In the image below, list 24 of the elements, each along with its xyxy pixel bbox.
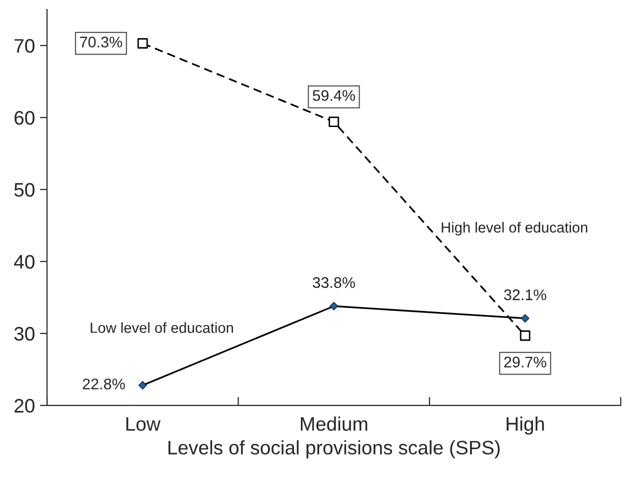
- y-tick-label: 20: [14, 398, 34, 413]
- y-tick-label: 30: [14, 326, 34, 341]
- y-tick-label: 70: [14, 39, 34, 53]
- y-tick-label: 60: [14, 110, 34, 125]
- point: [138, 381, 147, 390]
- data-label: 33.8%: [312, 277, 355, 288]
- data-label: 29.7%: [504, 356, 546, 368]
- x-tick-label: Medium: [300, 416, 368, 431]
- y-tick-label: 50: [14, 182, 34, 197]
- data-label: 32.1%: [504, 289, 546, 300]
- series-label: High level of education: [442, 222, 588, 236]
- point: [330, 302, 338, 310]
- series-label: Low level of education: [90, 322, 233, 333]
- x-tick-label: Low: [126, 417, 161, 431]
- point: [137, 38, 148, 49]
- x-axis-title: Levels of social provisions scale (SPS): [168, 440, 500, 458]
- data-label: 70.3%: [80, 36, 122, 48]
- data-label: 59.4%: [312, 90, 355, 101]
- point: [520, 330, 530, 341]
- point: [328, 116, 340, 128]
- point: [520, 314, 530, 323]
- y-tick-label: 40: [14, 254, 34, 269]
- x-tick-label: High: [506, 416, 544, 435]
- data-label: 22.8%: [82, 378, 125, 390]
